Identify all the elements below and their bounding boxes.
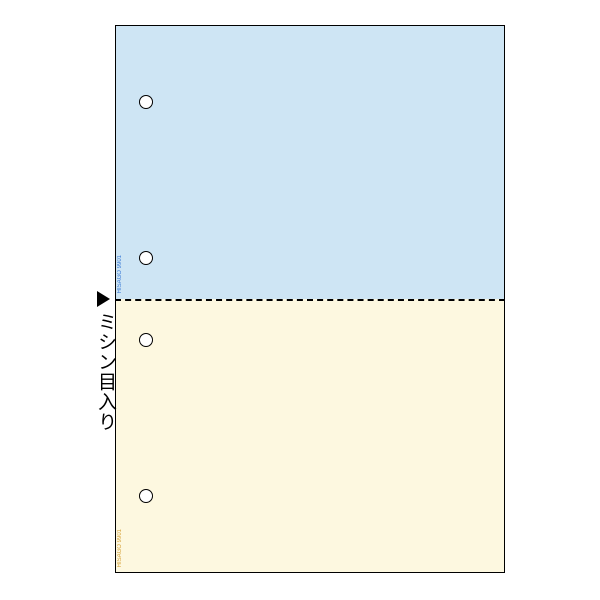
perforated-sheet: HISAGO 9901 HISAGO 9901: [115, 25, 505, 573]
punch-hole-2: [139, 251, 153, 265]
product-code-top: HISAGO 9901: [117, 255, 123, 293]
perforation-label: ミシン目入り: [92, 312, 119, 432]
sheet-top-half: [115, 25, 505, 299]
product-code-bottom: HISAGO 9901: [117, 529, 123, 567]
punch-hole-3: [139, 333, 153, 347]
perforation-arrow-icon: [97, 291, 110, 307]
perforation-line: [115, 299, 505, 301]
sheet-bottom-half: [115, 299, 505, 573]
punch-hole-1: [139, 95, 153, 109]
